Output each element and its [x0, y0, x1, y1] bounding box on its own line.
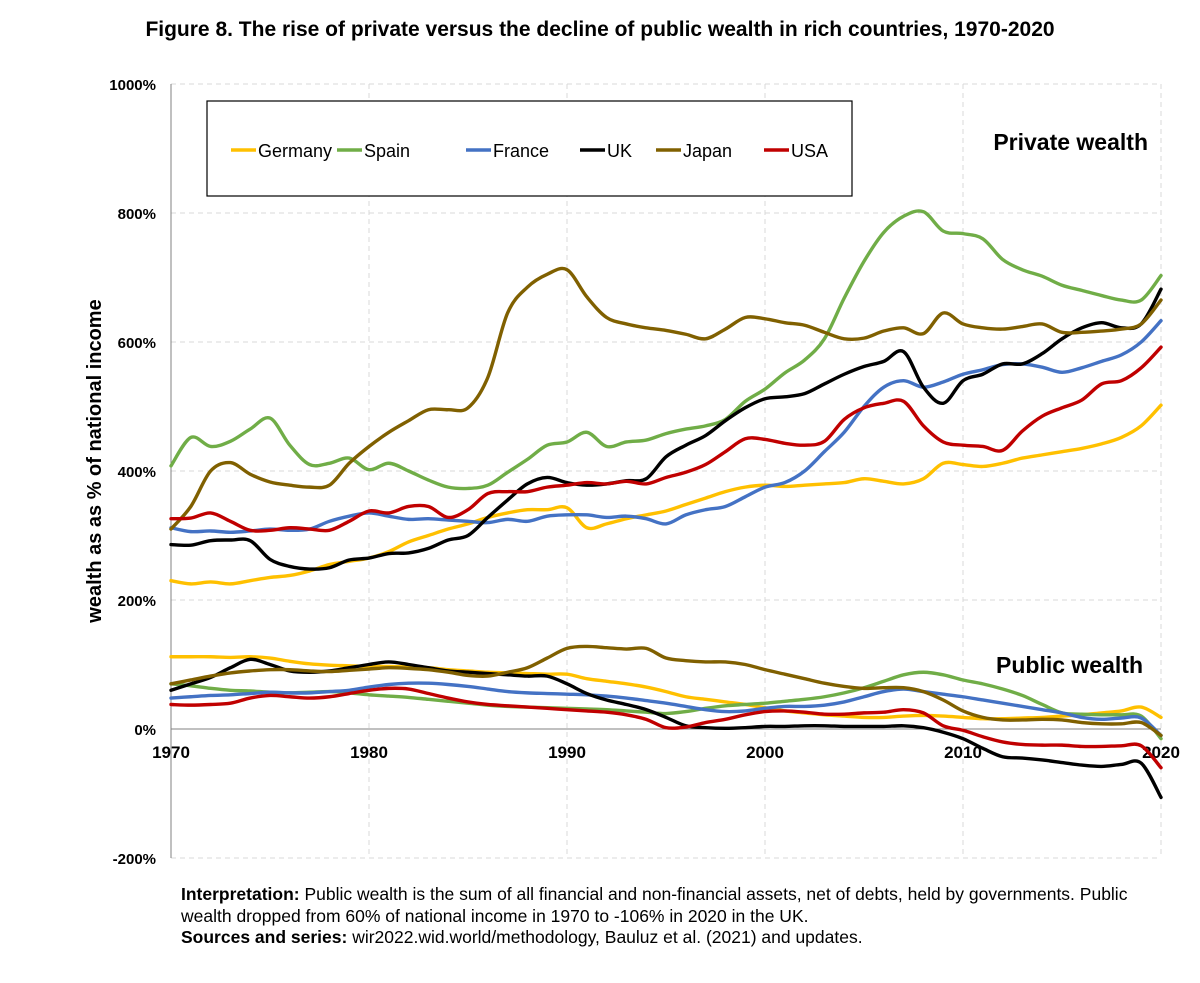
line-chart: 1000%800%600%400%200%0%-200%1970 1980 1990…	[84, 77, 1180, 868]
x-tick-label: 2000	[746, 743, 784, 762]
chart-notes: Interpretation: Public wealth is the sum…	[181, 884, 1181, 949]
sources-note: Sources and series: wir2022.wid.world/me…	[181, 927, 1181, 949]
series-line-spain-private	[169, 209, 1163, 491]
interpretation-label: Interpretation:	[181, 884, 300, 904]
series-line-uk-private	[169, 287, 1163, 571]
x-tick-label: 1980	[350, 743, 388, 762]
annotation-private-wealth: Private wealth	[993, 129, 1148, 155]
chart-title: Figure 8. The rise of private versus the…	[145, 18, 1055, 41]
series-line-usa-private	[169, 345, 1163, 533]
y-tick-label: -200%	[113, 851, 156, 868]
y-tick-label: 800%	[118, 206, 156, 223]
interpretation-note: Interpretation: Public wealth is the sum…	[181, 884, 1181, 927]
y-tick-label: 1000%	[109, 77, 156, 94]
y-tick-label: 400%	[118, 464, 156, 481]
legend-label-germany: Germany	[258, 141, 332, 161]
annotation-public-wealth: Public wealth	[996, 652, 1143, 678]
legend-label-usa: USA	[791, 141, 828, 161]
series-line-france-public	[169, 681, 1163, 738]
legend-label-france: France	[493, 141, 549, 161]
y-tick-label: 600%	[118, 335, 156, 352]
series-line-usa-public	[169, 686, 1163, 770]
series-line-japan-public	[169, 644, 1163, 738]
y-tick-label: 200%	[118, 593, 156, 610]
y-tick-label: 0%	[134, 722, 156, 739]
legend-label-spain: Spain	[364, 141, 410, 161]
legend-label-uk: UK	[607, 141, 632, 161]
x-tick-label: 1990	[548, 743, 586, 762]
legend-label-japan: Japan	[683, 141, 732, 161]
x-tick-label: 2010	[944, 743, 982, 762]
series-line-japan-private	[169, 266, 1163, 531]
y-axis-label: wealth as as % of national income	[84, 299, 106, 623]
series-line-germany-private	[169, 403, 1163, 586]
series-line-france-private	[169, 319, 1163, 534]
sources-text: wir2022.wid.world/methodology, Bauluz et…	[347, 927, 863, 947]
interpretation-text: Public wealth is the sum of all financia…	[181, 884, 1128, 926]
legend-box	[206, 100, 853, 197]
sources-label: Sources and series:	[181, 927, 348, 947]
